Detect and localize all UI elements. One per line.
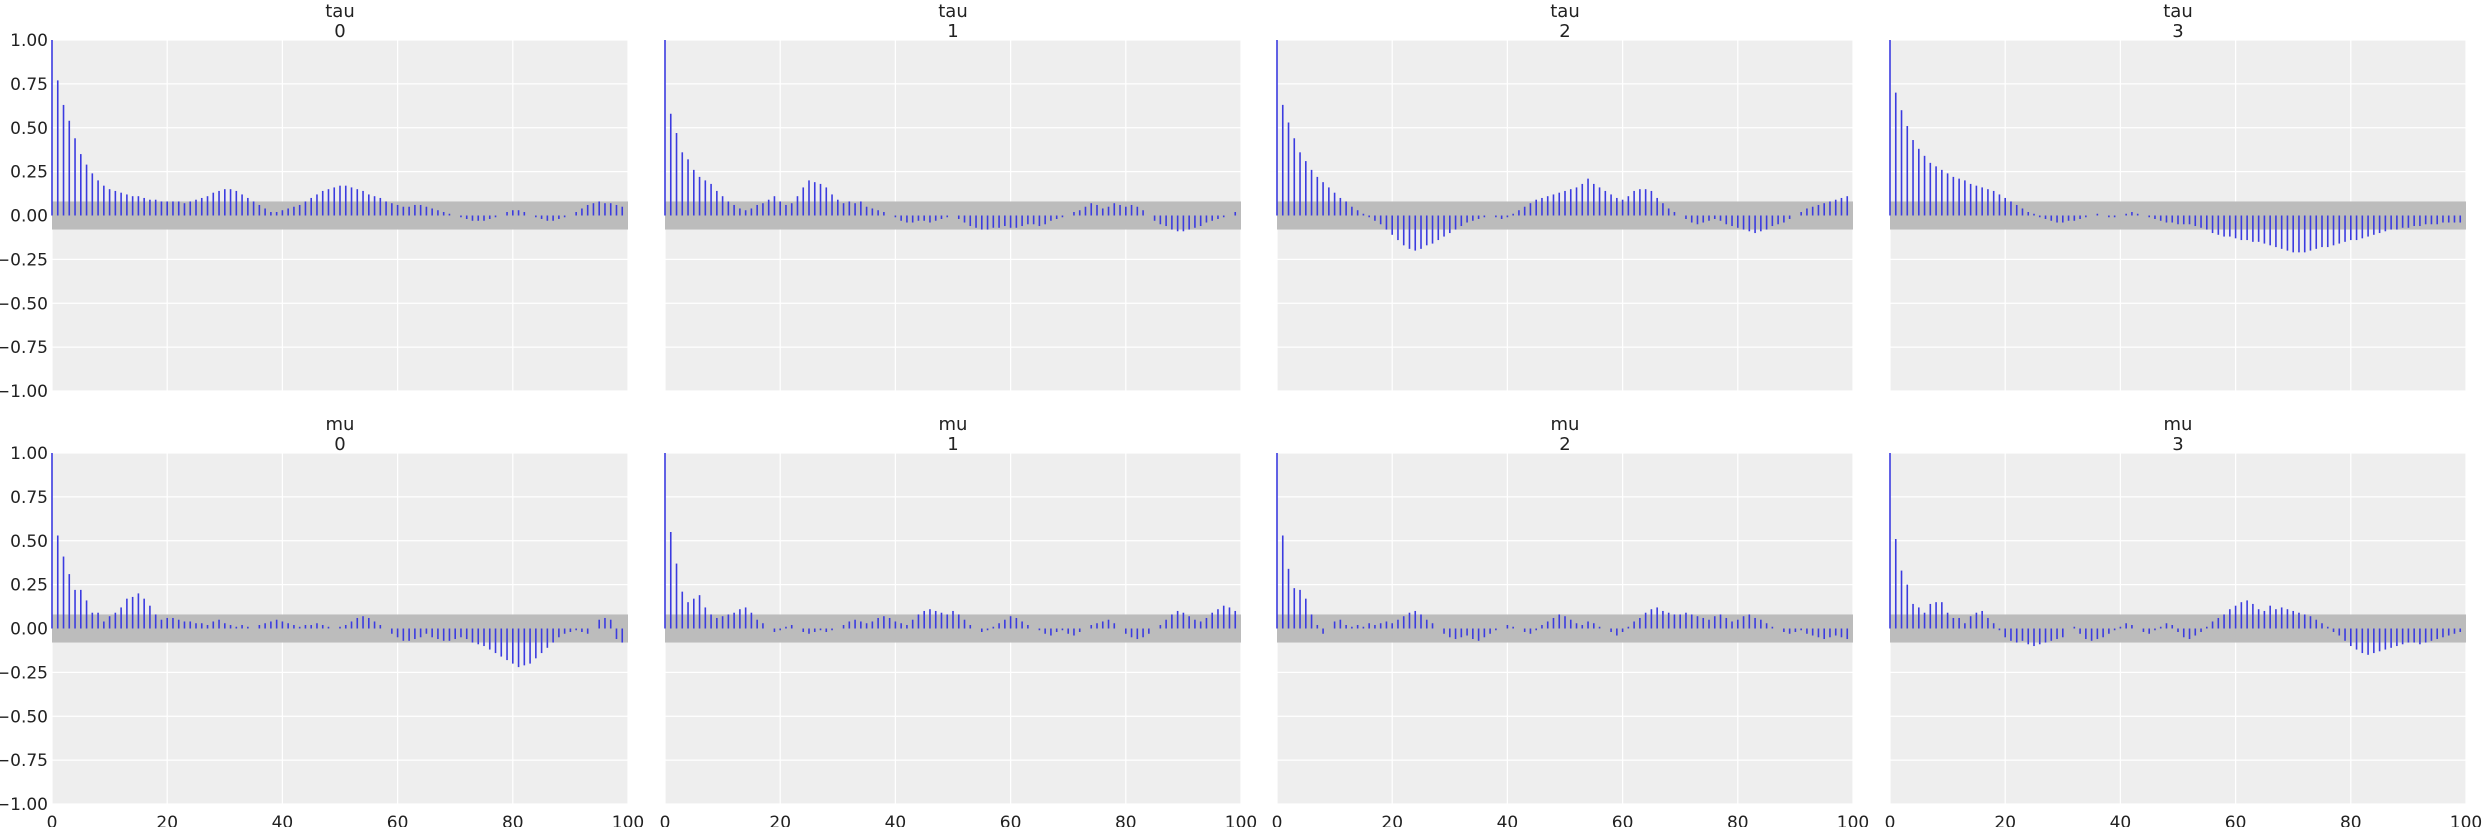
panel-mu-1: mu1 0 20 40 60 80 100 bbox=[660, 414, 1258, 827]
x-tick-label: 60 bbox=[1000, 813, 1022, 827]
x-tick-label: 40 bbox=[885, 813, 907, 827]
panel-title-var: tau bbox=[2163, 1, 2193, 22]
x-tick-label: 40 bbox=[272, 813, 294, 827]
panel-mu-0: mu01.000.750.500.250.00−0.25−0.50−0.75−1… bbox=[0, 414, 644, 827]
confidence-band bbox=[665, 201, 1241, 230]
panel-title-index: 2 bbox=[1559, 21, 1570, 42]
x-tick-label: 0 bbox=[1885, 813, 1896, 827]
y-tick-label: −1.00 bbox=[0, 795, 48, 815]
x-tick-label: 40 bbox=[1497, 813, 1519, 827]
x-tick-label: 100 bbox=[2450, 813, 2482, 827]
x-tick-label: 20 bbox=[156, 813, 178, 827]
panel-title-var: mu bbox=[1551, 414, 1580, 435]
x-tick-label: 60 bbox=[387, 813, 409, 827]
panel-title-var: mu bbox=[2164, 414, 2193, 435]
x-tick-label: 0 bbox=[47, 813, 58, 827]
y-tick-label: −0.50 bbox=[0, 294, 48, 314]
x-tick-label: 80 bbox=[1115, 813, 1137, 827]
x-tick-label: 100 bbox=[612, 813, 644, 827]
y-tick-label: −0.50 bbox=[0, 707, 48, 727]
panel-title-var: mu bbox=[326, 414, 355, 435]
y-tick-label: −0.75 bbox=[0, 338, 48, 358]
y-tick-label: 0.00 bbox=[10, 620, 48, 640]
y-tick-label: 0.75 bbox=[10, 488, 48, 508]
y-tick-label: 0.50 bbox=[10, 119, 48, 139]
panel-mu-3: mu3 0 20 40 60 80 100 bbox=[1885, 414, 2483, 827]
x-tick-label: 60 bbox=[2225, 813, 2247, 827]
y-tick-label: 0.75 bbox=[10, 75, 48, 95]
panel-title-var: tau bbox=[1550, 1, 1580, 22]
x-tick-label: 80 bbox=[1727, 813, 1749, 827]
y-tick-label: −0.75 bbox=[0, 751, 48, 771]
panel-title-index: 0 bbox=[334, 434, 345, 455]
y-tick-label: −0.25 bbox=[0, 663, 48, 683]
panel-title-var: tau bbox=[325, 1, 355, 22]
panel-title-var: tau bbox=[938, 1, 968, 22]
y-tick-label: −1.00 bbox=[0, 382, 48, 402]
panel-title-index: 0 bbox=[334, 21, 345, 42]
x-tick-label: 100 bbox=[1837, 813, 1869, 827]
panel-title-index: 1 bbox=[947, 434, 958, 455]
x-tick-label: 80 bbox=[2340, 813, 2362, 827]
panel-title-index: 1 bbox=[947, 21, 958, 42]
x-tick-label: 0 bbox=[660, 813, 671, 827]
panel-title-var: mu bbox=[939, 414, 968, 435]
y-tick-label: 0.25 bbox=[10, 163, 48, 183]
y-tick-label: 0.25 bbox=[10, 576, 48, 596]
x-tick-label: 60 bbox=[1612, 813, 1634, 827]
x-tick-label: 20 bbox=[1381, 813, 1403, 827]
x-tick-label: 40 bbox=[2110, 813, 2132, 827]
y-tick-label: 0.00 bbox=[10, 207, 48, 227]
y-tick-label: 0.50 bbox=[10, 532, 48, 552]
x-tick-label: 20 bbox=[769, 813, 791, 827]
y-tick-label: −0.25 bbox=[0, 250, 48, 270]
x-tick-label: 20 bbox=[1994, 813, 2016, 827]
x-tick-label: 100 bbox=[1225, 813, 1257, 827]
x-tick-label: 80 bbox=[502, 813, 524, 827]
y-tick-label: 1.00 bbox=[10, 444, 48, 464]
x-tick-label: 0 bbox=[1272, 813, 1283, 827]
panel-title-index: 3 bbox=[2172, 434, 2183, 455]
y-tick-label: 1.00 bbox=[10, 31, 48, 51]
panel-title-index: 3 bbox=[2172, 21, 2183, 42]
panel-title-index: 2 bbox=[1559, 434, 1570, 455]
